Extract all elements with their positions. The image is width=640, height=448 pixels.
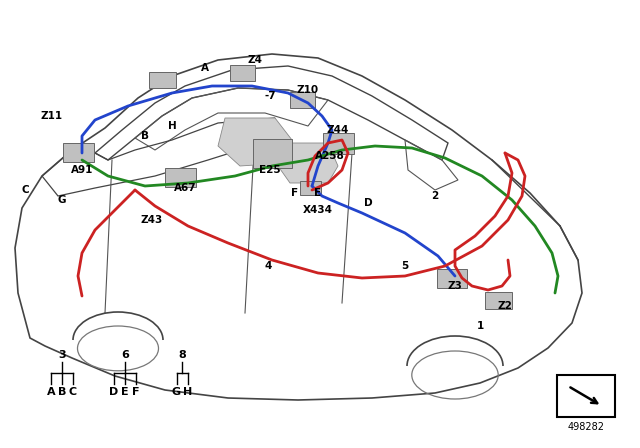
Text: D: D bbox=[364, 198, 372, 208]
FancyBboxPatch shape bbox=[484, 292, 511, 309]
Text: E: E bbox=[121, 387, 129, 397]
Text: H: H bbox=[168, 121, 177, 131]
FancyBboxPatch shape bbox=[63, 143, 93, 163]
Text: X434: X434 bbox=[303, 205, 333, 215]
FancyBboxPatch shape bbox=[253, 138, 291, 168]
Text: G: G bbox=[172, 387, 181, 397]
Text: F: F bbox=[291, 188, 299, 198]
Text: Z11: Z11 bbox=[41, 111, 63, 121]
Text: 8: 8 bbox=[178, 350, 186, 360]
Text: C: C bbox=[21, 185, 29, 195]
Text: H: H bbox=[183, 387, 192, 397]
Text: Z2: Z2 bbox=[497, 301, 513, 311]
Text: Z4: Z4 bbox=[248, 55, 262, 65]
Text: 3: 3 bbox=[58, 350, 66, 360]
Text: C: C bbox=[69, 387, 77, 397]
Text: 5: 5 bbox=[401, 261, 408, 271]
Text: B: B bbox=[141, 131, 149, 141]
Text: Z43: Z43 bbox=[141, 215, 163, 225]
Text: 6: 6 bbox=[121, 350, 129, 360]
FancyBboxPatch shape bbox=[230, 65, 255, 81]
Polygon shape bbox=[278, 143, 338, 183]
FancyBboxPatch shape bbox=[148, 72, 175, 88]
Text: -7: -7 bbox=[264, 91, 276, 101]
Text: Z44: Z44 bbox=[327, 125, 349, 135]
Text: 1: 1 bbox=[476, 321, 484, 331]
Polygon shape bbox=[218, 118, 292, 166]
Text: A67: A67 bbox=[173, 183, 196, 193]
FancyBboxPatch shape bbox=[323, 133, 353, 154]
Text: E: E bbox=[314, 188, 321, 198]
Text: 498282: 498282 bbox=[568, 422, 605, 432]
FancyBboxPatch shape bbox=[289, 92, 314, 108]
Text: A258: A258 bbox=[315, 151, 345, 161]
Text: D: D bbox=[109, 387, 118, 397]
Text: B: B bbox=[58, 387, 66, 397]
Text: A: A bbox=[201, 63, 209, 73]
Text: A91: A91 bbox=[71, 165, 93, 175]
Text: F: F bbox=[132, 387, 140, 397]
FancyBboxPatch shape bbox=[300, 181, 321, 195]
FancyBboxPatch shape bbox=[436, 268, 467, 288]
Text: 4: 4 bbox=[264, 261, 272, 271]
Text: A: A bbox=[47, 387, 55, 397]
Text: G: G bbox=[58, 195, 67, 205]
Text: Z10: Z10 bbox=[297, 85, 319, 95]
FancyBboxPatch shape bbox=[164, 168, 195, 188]
Text: E25: E25 bbox=[259, 165, 281, 175]
Text: Z3: Z3 bbox=[447, 281, 463, 291]
FancyBboxPatch shape bbox=[557, 375, 615, 417]
Text: 2: 2 bbox=[431, 191, 438, 201]
